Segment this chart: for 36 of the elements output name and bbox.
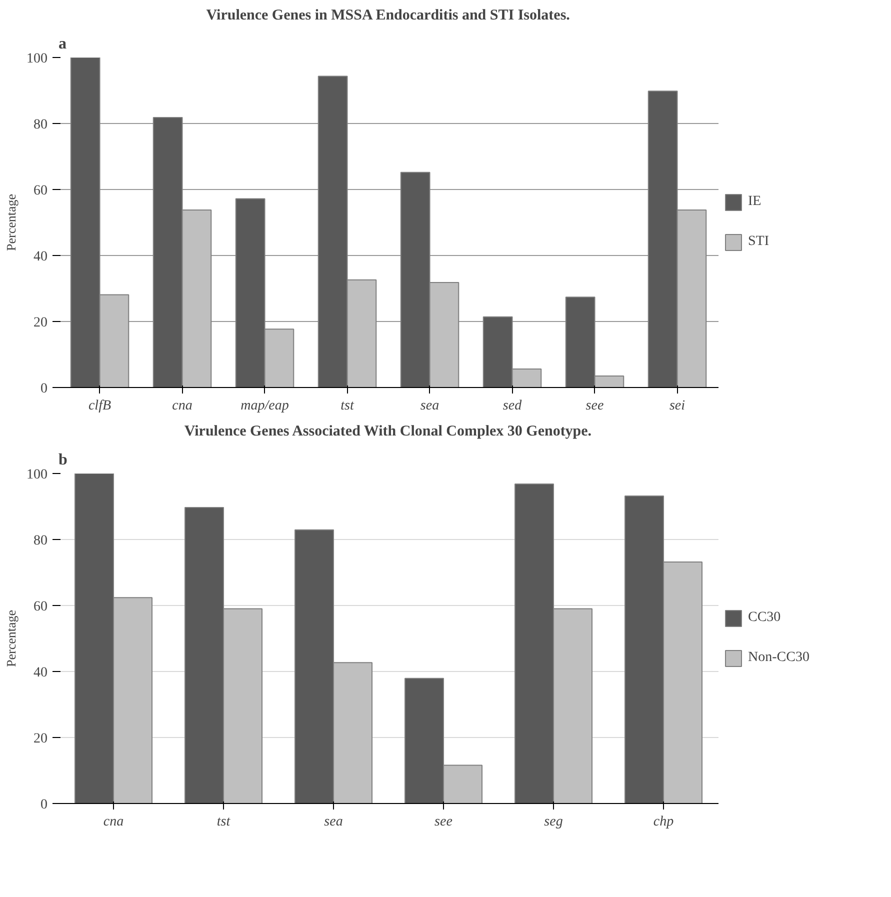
y-tick-label: 40 <box>34 666 48 680</box>
x-tick-label: sei <box>669 398 686 414</box>
text: a <box>58 36 66 52</box>
y-axis-title: Percentage <box>4 194 18 252</box>
y-tick-label: 100 <box>26 468 48 482</box>
x-tick-label: see <box>586 398 604 414</box>
x-tick-label: sed <box>502 398 523 414</box>
legend-label: Non-CC30 <box>748 650 810 666</box>
x-tick-label: seg <box>544 814 563 830</box>
y-tick-label: 60 <box>34 184 48 198</box>
legend-label: STI <box>748 234 770 250</box>
y-tick-label: 80 <box>34 118 48 132</box>
x-tick-label: cna <box>103 814 124 830</box>
x-tick-label: cna <box>172 398 192 414</box>
y-tick-label: 100 <box>26 52 48 66</box>
x-tick-label: sea <box>324 814 343 830</box>
x-tick-label: chp <box>653 814 674 830</box>
y-tick-label: 60 <box>34 600 48 614</box>
y-tick-label: 80 <box>34 534 48 548</box>
legend-label: IE <box>748 194 762 210</box>
x-tick-label: sea <box>420 398 440 414</box>
y-axis-title: Percentage <box>4 610 18 668</box>
x-tick-label: map/eap <box>240 398 289 414</box>
y-tick-label: 0 <box>40 382 48 396</box>
legend-label: CC30 <box>748 610 782 626</box>
x-tick-label: clfB <box>88 398 112 414</box>
x-tick-label: tst <box>340 398 355 414</box>
y-tick-label: 20 <box>34 316 48 330</box>
y-tick-label: 20 <box>34 732 48 746</box>
chart-title: Virulence Genes Associated With Clonal Complex 30 Genotype. <box>184 424 592 440</box>
y-tick-label: 40 <box>34 250 48 264</box>
x-tick-label: tst <box>216 814 232 830</box>
x-tick-label: see <box>434 814 452 830</box>
text: b <box>58 452 68 468</box>
chart-title: Virulence Genes in MSSA Endocarditis and STI Isolates. <box>206 8 570 24</box>
y-tick-label: 0 <box>40 798 48 812</box>
